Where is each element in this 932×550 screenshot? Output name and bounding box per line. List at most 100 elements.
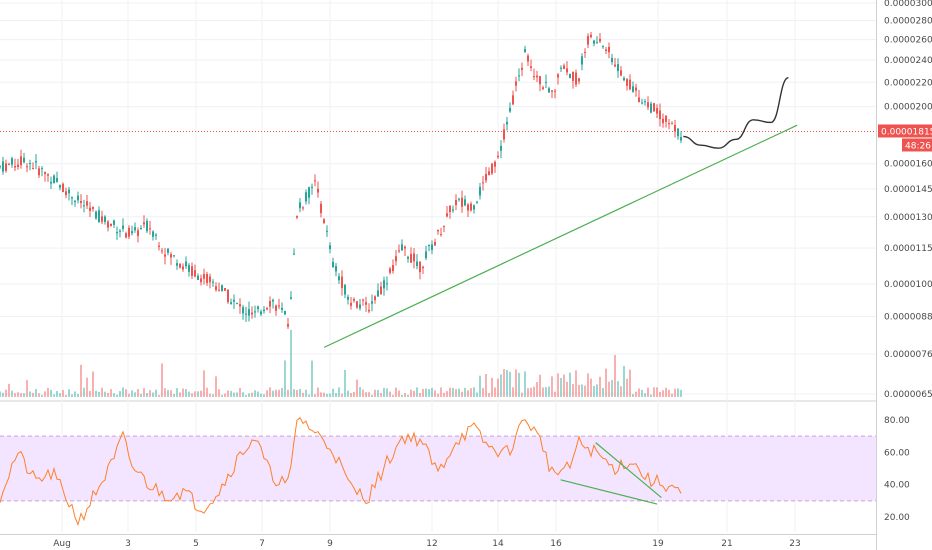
volume-bar — [491, 377, 493, 397]
candle-body — [398, 250, 400, 252]
volume-bar — [44, 391, 46, 397]
volume-bar — [11, 390, 13, 397]
candle-body — [71, 197, 73, 199]
candle-body — [233, 299, 235, 302]
candle-body — [638, 97, 640, 103]
candle-body — [512, 95, 514, 105]
volume-bar — [14, 393, 16, 397]
candle-body — [635, 87, 637, 91]
candle-body — [14, 166, 16, 168]
candle-body — [347, 296, 349, 300]
candle-body — [518, 75, 520, 77]
candle-body — [17, 164, 19, 167]
volume-bar — [200, 390, 202, 397]
candle-body — [524, 49, 526, 53]
candle-body — [665, 115, 667, 122]
candle-body — [494, 161, 496, 167]
candle-body — [326, 230, 328, 232]
candle-body — [629, 79, 631, 90]
candle-body — [56, 178, 58, 182]
volume-bar — [224, 393, 226, 397]
volume-bar — [455, 389, 457, 397]
volume-bar — [26, 380, 28, 397]
volume-bar — [572, 383, 574, 397]
volume-bar — [377, 389, 379, 397]
candle-body — [464, 199, 466, 206]
rsi-line — [0, 417, 682, 527]
candle-body — [230, 302, 232, 305]
volume-bar — [215, 376, 217, 397]
candle-body — [647, 102, 649, 108]
candle-body — [41, 168, 43, 170]
volume-bar — [248, 393, 250, 397]
volume-bar — [515, 369, 517, 397]
volume-bar — [473, 387, 475, 397]
candle-body — [125, 233, 127, 238]
volume-bar — [392, 394, 394, 397]
candle-body — [260, 311, 262, 315]
volume-bar — [17, 392, 19, 397]
volume-bar — [554, 391, 556, 397]
volume-bar — [437, 393, 439, 397]
volume-bar — [323, 392, 325, 397]
volume-bar — [521, 392, 523, 397]
volume-bar — [176, 388, 178, 397]
candle-body — [101, 216, 103, 222]
volume-bar — [590, 378, 592, 397]
candle-body — [542, 87, 544, 90]
volume-bar — [494, 387, 496, 397]
volume-bar — [449, 387, 451, 397]
candle-body — [644, 101, 646, 103]
volume-bar — [395, 387, 397, 397]
candle-body — [425, 251, 427, 259]
candle-body — [548, 88, 550, 93]
candle-body — [257, 306, 259, 309]
volume-bar — [509, 371, 511, 397]
candle-body — [176, 263, 178, 266]
candle-body — [11, 158, 13, 165]
volume-bar — [527, 388, 529, 397]
candle-body — [569, 73, 571, 79]
volume-bar — [629, 369, 631, 397]
volume-bar — [503, 369, 505, 397]
candle-body — [563, 65, 565, 69]
candle-body — [302, 207, 304, 209]
volume-bar — [638, 388, 640, 397]
candle-body — [599, 38, 601, 42]
candle-body — [44, 172, 46, 174]
candle-body — [641, 102, 643, 104]
volume-bar — [626, 378, 628, 397]
candle-body — [446, 213, 448, 217]
volume-bar — [344, 369, 346, 397]
candle-body — [149, 228, 151, 230]
candle-body — [509, 107, 511, 112]
volume-bar — [461, 391, 463, 397]
volume-bar — [170, 390, 172, 397]
time-tick-label: 21 — [721, 539, 732, 549]
candle-body — [452, 209, 454, 211]
volume-bar — [656, 387, 658, 397]
candle-body — [485, 173, 487, 181]
volume-bar — [131, 390, 133, 397]
candle-body — [557, 74, 559, 78]
candle-body — [131, 231, 133, 234]
candle-body — [191, 266, 193, 276]
volume-bar — [506, 369, 508, 397]
volume-bar — [440, 387, 442, 397]
candle-body — [104, 216, 106, 223]
volume-bar — [80, 364, 82, 397]
volume-bar — [650, 394, 652, 397]
volume-bar — [446, 391, 448, 397]
volume-bar — [413, 390, 415, 397]
candle-body — [122, 225, 124, 229]
volume-bar — [614, 355, 616, 397]
volume-bar — [269, 387, 271, 397]
volume-bar — [356, 379, 358, 397]
candle-body — [284, 310, 286, 315]
candle-body — [572, 71, 574, 81]
candle-body — [344, 284, 346, 295]
volume-bar — [53, 394, 55, 397]
